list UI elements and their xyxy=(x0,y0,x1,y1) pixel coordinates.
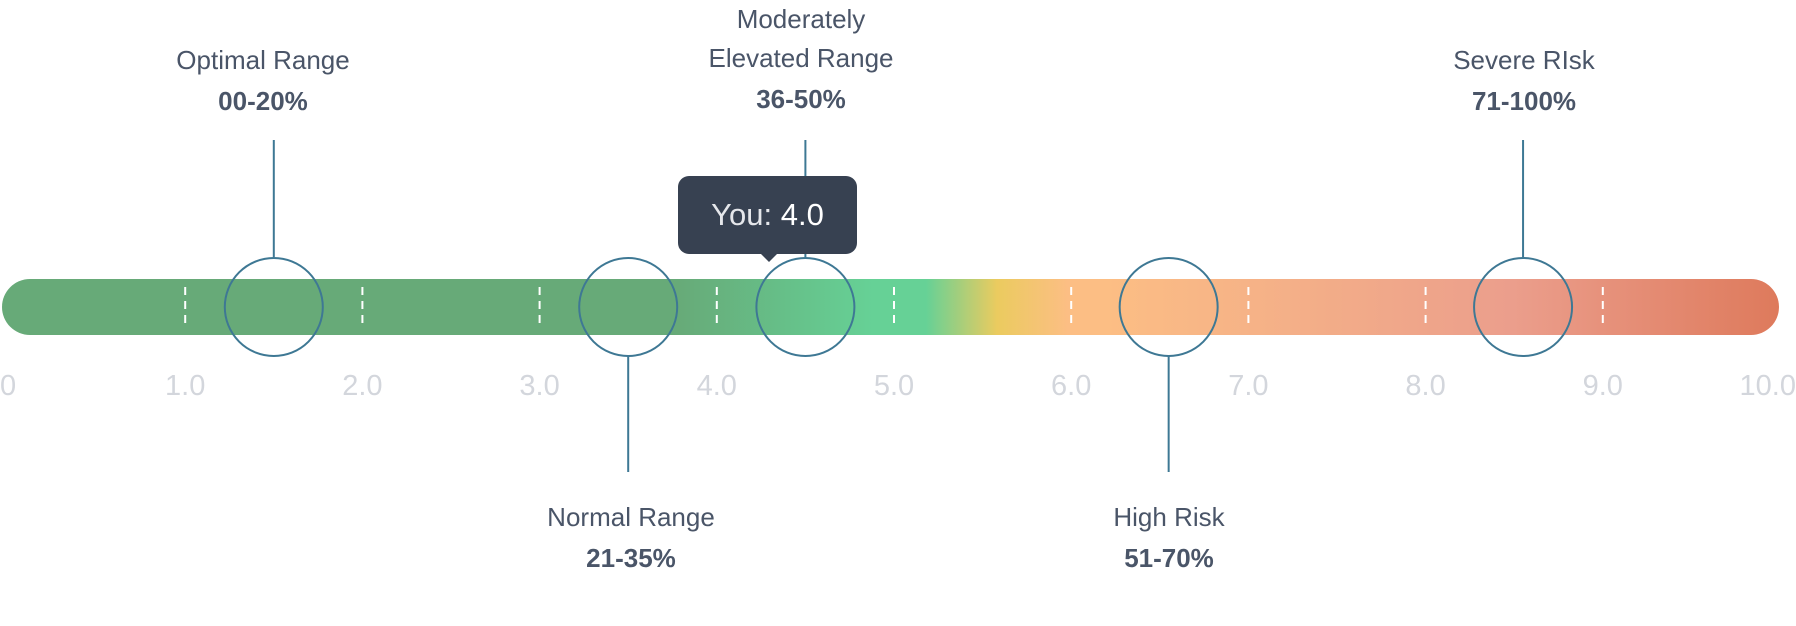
range-percent: 51-70% xyxy=(1124,543,1214,573)
range-name: Normal Range xyxy=(547,502,715,532)
range-percent: 71-100% xyxy=(1471,86,1577,116)
tick-label: 4.0 xyxy=(697,370,737,402)
range-marker-ring xyxy=(578,257,679,357)
tick-label: 2.0 xyxy=(342,370,382,402)
range-label-normal: Normal Range 21-35% xyxy=(547,498,715,578)
range-label-high: High Risk 51-70% xyxy=(1113,498,1224,578)
range-name: High Risk xyxy=(1113,502,1225,532)
range-percent: 21-35% xyxy=(586,543,676,573)
tick-label: 8.0 xyxy=(1405,370,1445,402)
range-name: Optimal Range xyxy=(176,45,350,75)
tick-label: 5.0 xyxy=(874,370,914,402)
range-marker-ring xyxy=(1473,257,1574,357)
tick-label: 7.0 xyxy=(1228,370,1268,402)
tick-label: 0 xyxy=(0,370,16,402)
range-marker-ring xyxy=(223,257,324,357)
tick-label: 6.0 xyxy=(1051,370,1091,402)
range-marker-ring xyxy=(755,257,856,357)
range-label-optimal: Optimal Range 00-20% xyxy=(176,41,349,121)
user-score-tooltip: You: 4.0 xyxy=(678,176,857,254)
tick-label: 9.0 xyxy=(1583,370,1623,402)
tooltip-value: 4.0 xyxy=(780,197,824,232)
scale-bar xyxy=(2,279,1779,335)
range-name-line1: Moderately xyxy=(736,4,866,34)
range-label-severe: Severe RIsk 71-100% xyxy=(1453,41,1595,121)
tick-label: 10.0 xyxy=(1740,370,1796,402)
range-percent: 00-20% xyxy=(218,86,308,116)
range-name-line2: Elevated Range xyxy=(708,43,894,73)
tick-label: 3.0 xyxy=(519,370,559,402)
tick-label: 1.0 xyxy=(165,370,205,402)
tooltip-prefix: You: xyxy=(711,197,773,232)
range-percent: 36-50% xyxy=(756,84,846,114)
range-label-moderately-elevated: Moderately Elevated Range 36-50% xyxy=(708,0,893,119)
range-marker-ring xyxy=(1118,257,1219,357)
range-name: Severe RIsk xyxy=(1453,45,1595,75)
tooltip-arrow xyxy=(759,252,779,262)
